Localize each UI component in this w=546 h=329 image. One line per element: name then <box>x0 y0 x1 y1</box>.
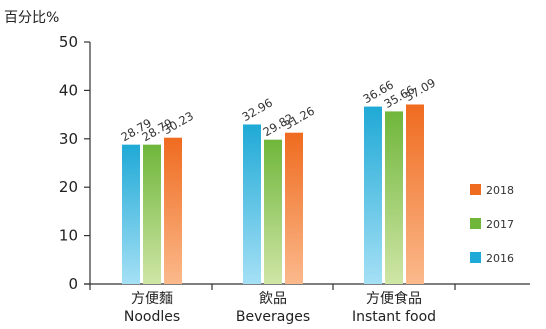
bar <box>264 139 282 284</box>
x-tick-label: Instant food <box>352 309 436 325</box>
legend-label: 2018 <box>486 184 514 197</box>
legend-label: 2016 <box>486 252 514 265</box>
bar <box>285 132 303 284</box>
legend-swatch <box>470 252 481 263</box>
bar <box>385 111 403 284</box>
bar <box>164 137 182 284</box>
data-label: 31.26 <box>282 104 318 133</box>
y-tick-label: 50 <box>59 33 78 51</box>
data-label: 32.96 <box>240 95 276 124</box>
x-tick-label: 飲品 <box>259 291 287 307</box>
bar <box>364 106 382 284</box>
y-axis-label: 百分比% <box>4 10 59 26</box>
y-tick-label: 0 <box>68 275 78 293</box>
legend-swatch <box>470 218 481 229</box>
bar <box>143 144 161 284</box>
x-tick-label: 方便麵 <box>131 291 173 307</box>
bar <box>243 124 261 284</box>
y-tick-label: 10 <box>59 227 78 245</box>
x-tick-label: 方便食品 <box>366 290 422 307</box>
data-label: 37.09 <box>403 75 439 104</box>
bar <box>406 104 424 284</box>
y-tick-label: 20 <box>59 178 78 196</box>
bar <box>122 144 140 284</box>
x-tick-label: Noodles <box>124 309 180 325</box>
y-tick-label: 40 <box>59 81 78 99</box>
legend: 2018 2017 2016 <box>470 184 514 265</box>
y-tick-label: 30 <box>59 130 78 148</box>
legend-swatch <box>470 184 481 195</box>
bars <box>122 104 424 284</box>
legend-label: 2017 <box>486 218 514 231</box>
data-label: 30.23 <box>161 109 197 138</box>
x-tick-label: Beverages <box>236 309 310 325</box>
axes: 0 10 20 30 40 50 方便麵 Noodles 飲品 Beverages 方便食品 Inst… <box>59 33 530 325</box>
